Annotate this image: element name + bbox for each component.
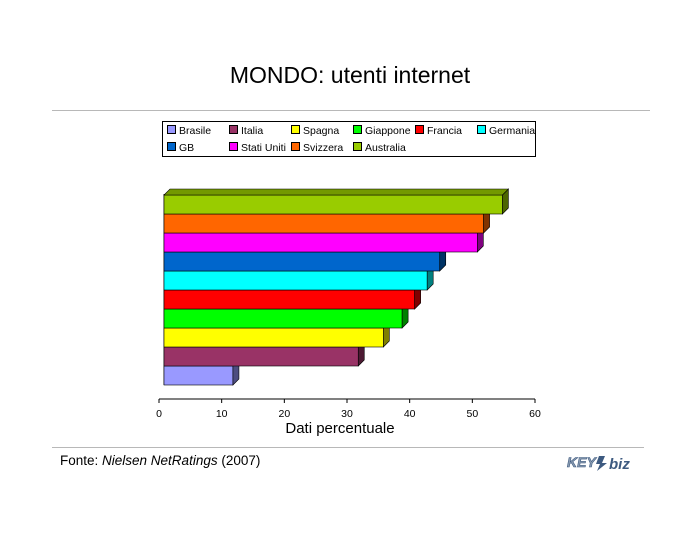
bar-svizzera [163, 213, 484, 234]
legend-label: Australia [365, 142, 406, 154]
bar-francia [163, 289, 415, 310]
logo-text-right: biz [609, 456, 630, 473]
legend-label: GB [179, 142, 195, 154]
bar-top-australia [163, 188, 510, 196]
legend-label: Giappone [365, 125, 411, 137]
x-tick-label: 60 [529, 408, 541, 420]
bar-gb [163, 251, 441, 272]
x-axis-label: Dati percentuale [285, 420, 395, 437]
legend-swatch [167, 125, 176, 134]
x-tick-label: 10 [216, 408, 228, 420]
legend-label: Stati Uniti [241, 142, 286, 154]
legend-label: Brasile [179, 125, 212, 137]
chart-title: MONDO: utenti internet [229, 62, 471, 88]
bar-chart: 0 10 20 30 40 50 60 [156, 188, 541, 420]
legend-item-germania: Germania [477, 125, 535, 137]
legend-item-francia: Francia [415, 125, 462, 137]
legend-swatch [229, 125, 238, 134]
bar-brasile [163, 365, 234, 386]
legend-swatch [477, 125, 486, 134]
bar-australia [163, 194, 503, 215]
legend-item-spagna: Spagna [291, 125, 339, 137]
source-year: (2007) [217, 453, 261, 468]
legend-swatch [353, 125, 362, 134]
legend-swatch [353, 142, 362, 151]
x-tick-label: 20 [278, 408, 290, 420]
legend-label: Svizzera [303, 142, 344, 154]
logo-text-left: KEY [567, 454, 597, 470]
legend-label: Spagna [303, 125, 340, 137]
bar-giappone [163, 308, 403, 329]
legend-swatch [167, 142, 176, 151]
logo-bolt-icon [596, 456, 607, 471]
legend-swatch [291, 142, 300, 151]
legend-item-australia: Australia [353, 142, 406, 154]
legend-swatch [415, 125, 424, 134]
legend-item-gb: GB [167, 142, 194, 154]
chart-legend: Brasile Italia Spagna Giappone Francia German… [162, 121, 536, 157]
source-note: Fonte: Nielsen NetRatings (2007) [60, 453, 260, 468]
x-tick-label: 50 [466, 408, 478, 420]
legend-item-svizzera: Svizzera [291, 142, 343, 154]
legend-label: Italia [241, 125, 264, 137]
legend-item-brasile: Brasile [167, 125, 211, 137]
bar-germania [163, 270, 428, 291]
bar-spagna [163, 327, 384, 348]
x-tick-label: 40 [404, 408, 416, 420]
x-tick-label: 30 [341, 408, 353, 420]
bar-stati-uniti [163, 232, 478, 253]
legend-label: Germania [489, 125, 536, 137]
source-name: Nielsen NetRatings [102, 453, 218, 468]
top-divider [52, 110, 650, 111]
source-prefix: Fonte: [60, 453, 103, 468]
legend-item-italia: Italia [229, 125, 263, 137]
legend-label: Francia [427, 125, 463, 137]
legend-item-stati-uniti: Stati Uniti [229, 142, 286, 154]
legend-item-giappone: Giappone [353, 125, 411, 137]
x-tick-label: 0 [156, 408, 162, 420]
bottom-divider [52, 447, 644, 448]
legend-swatch [229, 142, 238, 151]
key4biz-logo: KEY biz [567, 454, 631, 473]
bar-italia [163, 346, 359, 367]
legend-swatch [291, 125, 300, 134]
